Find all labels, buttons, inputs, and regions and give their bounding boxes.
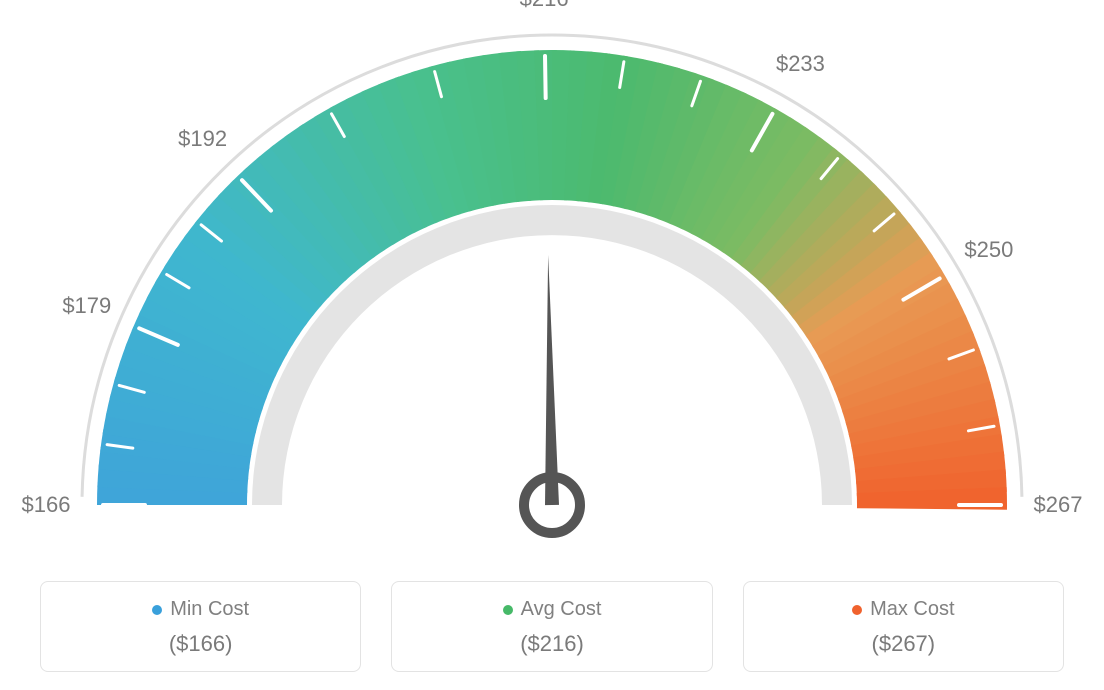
- tick-label: $233: [776, 51, 825, 77]
- gauge-chart: $166 $179 $192 $216 $233 $250 $267: [0, 0, 1104, 560]
- legend-value-min: ($166): [51, 631, 350, 657]
- dot-icon: [852, 605, 862, 615]
- tick-label: $166: [22, 492, 71, 518]
- tick-label: $267: [1034, 492, 1083, 518]
- legend-row: Min Cost ($166) Avg Cost ($216) Max Cost…: [0, 581, 1104, 672]
- legend-card-max: Max Cost ($267): [743, 581, 1064, 672]
- legend-value-avg: ($216): [402, 631, 701, 657]
- legend-title-max: Max Cost: [852, 598, 954, 621]
- legend-label-max: Max Cost: [870, 598, 954, 621]
- legend-label-avg: Avg Cost: [521, 598, 602, 621]
- legend-title-avg: Avg Cost: [503, 598, 602, 621]
- tick-label: $192: [178, 126, 227, 152]
- dot-icon: [503, 605, 513, 615]
- legend-label-min: Min Cost: [170, 598, 249, 621]
- legend-title-min: Min Cost: [152, 598, 249, 621]
- legend-value-max: ($267): [754, 631, 1053, 657]
- legend-card-min: Min Cost ($166): [40, 581, 361, 672]
- tick-label: $250: [964, 237, 1013, 263]
- gauge-svg: [0, 0, 1104, 560]
- tick-label: $179: [62, 293, 111, 319]
- dot-icon: [152, 605, 162, 615]
- legend-card-avg: Avg Cost ($216): [391, 581, 712, 672]
- tick-label: $216: [520, 0, 569, 12]
